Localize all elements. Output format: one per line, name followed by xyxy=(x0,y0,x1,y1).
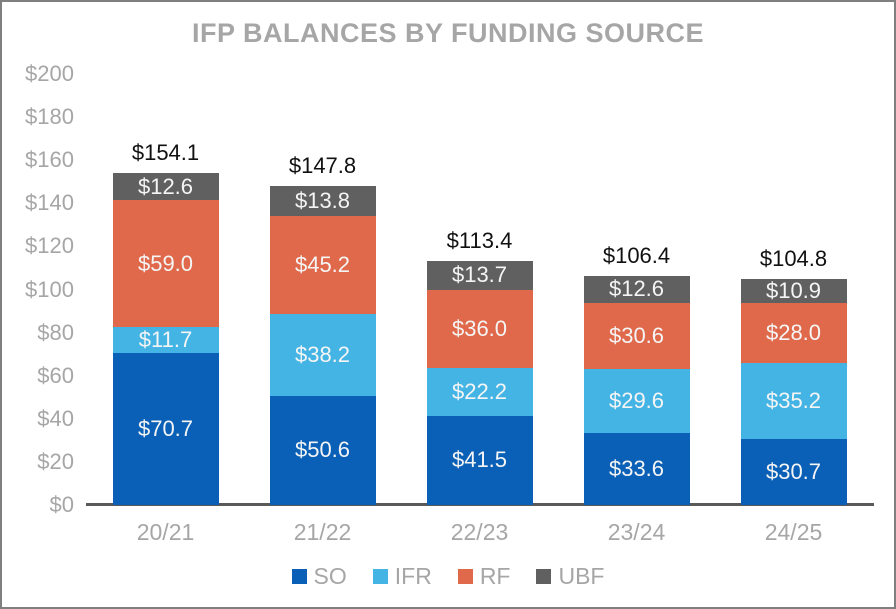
legend-label: IFR xyxy=(394,563,432,589)
bar-segment-so: $33.6 xyxy=(583,432,690,505)
bar-segment-ifr: $11.7 xyxy=(112,327,219,353)
bar-segment-ubf: $13.8 xyxy=(269,186,376,217)
legend-swatch-icon xyxy=(457,569,473,584)
bar-stack-21-22: $13.8 $45.2 $38.2 $50.6 xyxy=(269,186,376,505)
legend-item-rf: RF xyxy=(457,563,511,590)
y-axis-tick-label: $100 xyxy=(25,276,74,302)
x-axis-category-label: 24/25 xyxy=(764,519,823,545)
segment-value-label: $22.2 xyxy=(451,378,508,404)
segment-value-label: $12.6 xyxy=(137,173,194,199)
x-axis-category-label: 20/21 xyxy=(136,519,195,545)
bar-segment-ifr: $22.2 xyxy=(426,367,533,416)
legend: SO IFR RF UBF xyxy=(2,563,894,590)
bar-total-label: $113.4 xyxy=(446,227,513,253)
y-axis-tick-label: $140 xyxy=(25,190,74,216)
y-axis-tick-label: $40 xyxy=(37,405,74,431)
y-axis-tick-label: $80 xyxy=(37,319,74,345)
bar-segment-ifr: $38.2 xyxy=(269,313,376,396)
legend-swatch-icon xyxy=(291,569,307,584)
segment-value-label: $10.9 xyxy=(765,279,822,303)
segment-value-label: $50.6 xyxy=(294,437,351,463)
segment-value-label: $30.7 xyxy=(765,458,822,484)
y-axis-tick-label: $120 xyxy=(25,233,74,259)
bar-stack-24-25: $10.9 $28.0 $35.2 $30.7 xyxy=(740,279,847,505)
segment-value-label: $70.7 xyxy=(137,415,194,441)
legend-swatch-icon xyxy=(372,569,388,584)
bar-segment-ubf: $10.9 xyxy=(740,279,847,303)
bar-stack-20-21: $12.6 $59.0 $11.7 $70.7 xyxy=(112,173,219,505)
segment-value-label: $13.7 xyxy=(451,262,508,288)
bar-total-label: $154.1 xyxy=(131,140,200,166)
legend-item-ubf: UBF xyxy=(536,563,604,590)
x-axis-category-label: 21/22 xyxy=(293,519,352,545)
bar-segment-ubf: $12.6 xyxy=(583,275,690,303)
chart-title: IFP BALANCES BY FUNDING SOURCE xyxy=(191,18,705,48)
bar-segment-ubf: $12.6 xyxy=(112,173,219,201)
bar-segment-ifr: $29.6 xyxy=(583,368,690,433)
y-axis-tick-label: $200 xyxy=(25,61,74,86)
segment-value-label: $29.6 xyxy=(608,387,665,413)
legend-swatch-icon xyxy=(536,569,552,584)
legend-item-so: SO xyxy=(291,563,347,590)
y-axis-tick-label: $180 xyxy=(25,104,74,130)
bar-segment-rf: $28.0 xyxy=(740,302,847,363)
bar-segment-rf: $36.0 xyxy=(426,290,533,368)
segment-value-label: $41.5 xyxy=(451,447,508,473)
segment-value-label: $28.0 xyxy=(765,319,822,345)
bar-segment-so: $30.7 xyxy=(740,438,847,505)
bar-segment-ubf: $13.7 xyxy=(426,260,533,291)
y-axis-tick-label: $160 xyxy=(25,147,74,173)
segment-value-label: $36.0 xyxy=(451,315,508,341)
bar-segment-so: $41.5 xyxy=(426,415,533,505)
segment-value-label: $33.6 xyxy=(608,455,665,481)
bar-stack-22-23: $13.7 $36.0 $22.2 $41.5 xyxy=(426,260,533,505)
legend-label: RF xyxy=(479,563,511,589)
legend-item-ifr: IFR xyxy=(372,563,432,590)
x-axis-category-label: 22/23 xyxy=(450,519,509,545)
x-axis-category-label: 23/24 xyxy=(607,519,666,545)
bar-stack-23-24: $12.6 $30.6 $29.6 $33.6 xyxy=(583,275,690,505)
bar-segment-so: $70.7 xyxy=(112,352,219,505)
bar-total-label: $104.8 xyxy=(759,246,828,272)
bar-segment-rf: $30.6 xyxy=(583,302,690,369)
segment-value-label: $45.2 xyxy=(294,251,351,277)
segment-value-label: $30.6 xyxy=(608,322,665,348)
bar-segment-rf: $59.0 xyxy=(112,200,219,328)
bar-segment-rf: $45.2 xyxy=(269,216,376,314)
bar-total-label: $147.8 xyxy=(288,153,357,179)
segment-value-label: $13.8 xyxy=(294,188,351,214)
legend-label: SO xyxy=(313,563,347,589)
y-axis-tick-label: $20 xyxy=(37,448,74,474)
y-axis-tick-label: $0 xyxy=(49,492,74,517)
segment-value-label: $11.7 xyxy=(138,327,193,353)
y-axis-tick-label: $60 xyxy=(37,362,74,388)
bar-segment-ifr: $35.2 xyxy=(740,362,847,439)
segment-value-label: $35.2 xyxy=(765,387,822,413)
legend-label: UBF xyxy=(558,563,605,589)
bar-total-label: $106.4 xyxy=(602,242,671,268)
segment-value-label: $38.2 xyxy=(294,341,351,367)
segment-value-label: $59.0 xyxy=(137,250,194,276)
segment-value-label: $12.6 xyxy=(608,276,665,302)
bar-segment-so: $50.6 xyxy=(269,395,376,505)
